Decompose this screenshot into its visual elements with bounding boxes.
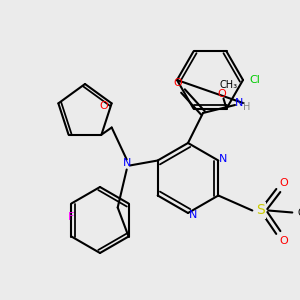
Text: O: O xyxy=(217,88,226,99)
Text: N: N xyxy=(235,98,243,108)
Text: O: O xyxy=(174,78,182,88)
Text: O: O xyxy=(99,101,108,111)
Text: N: N xyxy=(189,210,197,220)
Text: Cl: Cl xyxy=(250,75,260,85)
Text: S: S xyxy=(256,203,265,218)
Text: O: O xyxy=(279,236,288,245)
Text: N: N xyxy=(122,158,131,169)
Text: N: N xyxy=(219,154,227,164)
Text: CH₃: CH₃ xyxy=(297,208,300,218)
Text: F: F xyxy=(68,212,75,223)
Text: O: O xyxy=(279,178,288,188)
Text: H: H xyxy=(243,102,251,112)
Text: CH₃: CH₃ xyxy=(219,80,238,90)
